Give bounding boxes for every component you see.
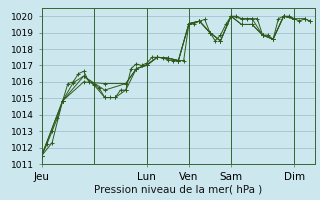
X-axis label: Pression niveau de la mer( hPa ): Pression niveau de la mer( hPa )	[94, 184, 262, 194]
